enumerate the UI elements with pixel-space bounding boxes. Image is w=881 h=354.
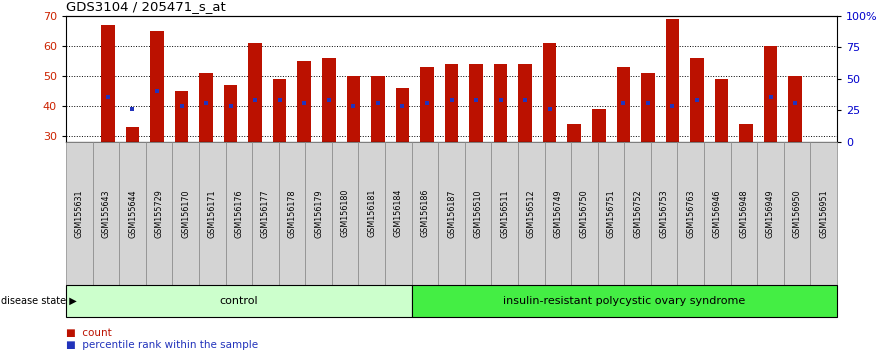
Text: GSM156512: GSM156512 (527, 189, 536, 238)
Text: GSM156184: GSM156184 (394, 189, 403, 238)
Bar (248, 43, 262, 142)
Bar (126, 127, 139, 142)
Text: GSM156948: GSM156948 (739, 189, 749, 238)
Bar (567, 124, 581, 142)
Text: GSM156186: GSM156186 (420, 189, 429, 238)
Bar (298, 61, 311, 142)
Text: GSM155729: GSM155729 (154, 189, 164, 238)
Text: GSM156749: GSM156749 (553, 189, 562, 238)
Bar (494, 64, 507, 142)
Text: GSM156181: GSM156181 (367, 189, 376, 238)
Text: GSM156179: GSM156179 (315, 189, 323, 238)
Bar (322, 58, 336, 142)
Text: GSM155631: GSM155631 (75, 189, 84, 238)
Bar (346, 76, 360, 142)
Bar (714, 79, 729, 142)
Bar (174, 91, 189, 142)
Bar (396, 88, 409, 142)
Bar (739, 124, 753, 142)
Bar (273, 79, 286, 142)
Bar (666, 19, 679, 142)
Bar (470, 64, 483, 142)
Bar (690, 58, 704, 142)
Bar (764, 46, 777, 142)
Bar (543, 43, 557, 142)
Text: disease state ▶: disease state ▶ (1, 296, 77, 306)
Bar (518, 64, 532, 142)
Text: GSM156951: GSM156951 (819, 189, 828, 238)
Bar (641, 73, 655, 142)
Text: GSM156950: GSM156950 (793, 189, 802, 238)
Bar (420, 67, 433, 142)
Text: GSM156180: GSM156180 (341, 189, 350, 238)
Bar (150, 31, 164, 142)
Text: GSM156177: GSM156177 (261, 189, 270, 238)
Bar (371, 76, 385, 142)
Text: GSM156171: GSM156171 (208, 189, 217, 238)
Bar (788, 76, 802, 142)
Text: GSM156751: GSM156751 (606, 189, 616, 238)
Text: GSM156510: GSM156510 (474, 189, 483, 238)
Bar (101, 25, 115, 142)
Bar (592, 109, 605, 142)
Text: GSM156511: GSM156511 (500, 189, 509, 238)
Text: GSM156946: GSM156946 (713, 189, 722, 238)
Bar (445, 64, 458, 142)
Text: GSM156176: GSM156176 (234, 189, 243, 238)
Text: insulin-resistant polycystic ovary syndrome: insulin-resistant polycystic ovary syndr… (503, 296, 745, 306)
Text: GSM156949: GSM156949 (766, 189, 775, 238)
Text: GSM156752: GSM156752 (633, 189, 642, 238)
Text: ■  count: ■ count (66, 328, 112, 338)
Text: GSM156187: GSM156187 (447, 189, 456, 238)
Text: GSM156170: GSM156170 (181, 189, 190, 238)
Text: GSM156753: GSM156753 (660, 189, 669, 238)
Bar (199, 73, 213, 142)
Text: GSM155643: GSM155643 (101, 189, 110, 238)
Text: GSM155644: GSM155644 (128, 189, 137, 238)
Text: ■  percentile rank within the sample: ■ percentile rank within the sample (66, 340, 258, 350)
Text: GSM156750: GSM156750 (580, 189, 589, 238)
Bar (224, 85, 237, 142)
Text: GSM156178: GSM156178 (287, 189, 297, 238)
Bar (617, 67, 630, 142)
Text: GSM156763: GSM156763 (686, 189, 695, 238)
Text: GDS3104 / 205471_s_at: GDS3104 / 205471_s_at (66, 0, 226, 13)
Text: control: control (219, 296, 258, 306)
